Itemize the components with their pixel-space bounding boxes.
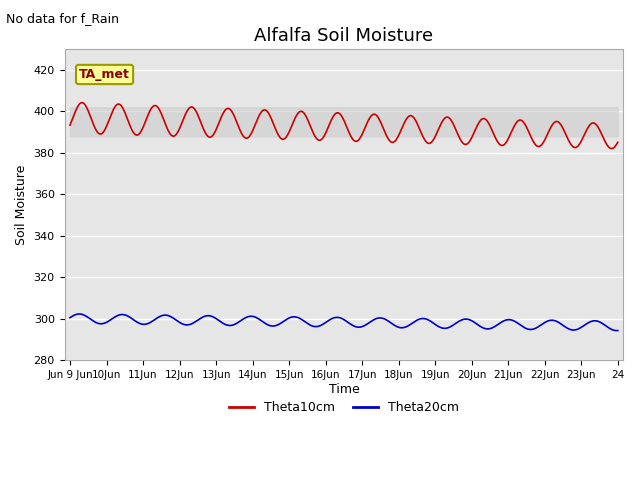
Theta10cm bbox=[66, 122, 74, 128]
Theta20cm bbox=[76, 311, 83, 317]
Theta20cm bbox=[66, 315, 74, 321]
Line: Theta20cm: Theta20cm bbox=[70, 314, 618, 331]
Theta20cm bbox=[77, 311, 84, 317]
Theta20cm bbox=[428, 319, 435, 324]
Theta10cm bbox=[78, 100, 86, 106]
Text: No data for f_Rain: No data for f_Rain bbox=[6, 12, 120, 25]
Theta10cm bbox=[412, 117, 419, 122]
Y-axis label: Soil Moisture: Soil Moisture bbox=[15, 165, 28, 245]
Theta10cm bbox=[614, 139, 621, 145]
Title: Alfalfa Soil Moisture: Alfalfa Soil Moisture bbox=[254, 27, 433, 45]
Theta20cm bbox=[133, 319, 141, 325]
Legend: Theta10cm, Theta20cm: Theta10cm, Theta20cm bbox=[223, 396, 464, 419]
X-axis label: Time: Time bbox=[328, 383, 359, 396]
Theta20cm bbox=[189, 321, 196, 326]
Theta10cm bbox=[189, 104, 196, 110]
Theta20cm bbox=[614, 328, 621, 334]
Line: Theta10cm: Theta10cm bbox=[70, 103, 618, 149]
Theta10cm bbox=[76, 101, 84, 107]
Text: TA_met: TA_met bbox=[79, 68, 130, 81]
Theta20cm bbox=[412, 318, 419, 324]
Theta10cm bbox=[428, 140, 435, 145]
Theta20cm bbox=[612, 328, 620, 334]
Theta10cm bbox=[218, 114, 225, 120]
Theta10cm bbox=[133, 132, 141, 138]
Theta20cm bbox=[218, 320, 225, 325]
Theta10cm bbox=[608, 146, 616, 152]
